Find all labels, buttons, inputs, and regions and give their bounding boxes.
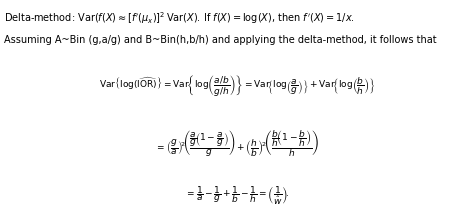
Text: $= \left(\dfrac{g}{a}\right)^{\!2}\!\left(\dfrac{\dfrac{a}{g}\!\left(1-\dfrac{a}: $= \left(\dfrac{g}{a}\right)^{\!2}\!\lef… bbox=[155, 128, 319, 159]
Text: $= \dfrac{1}{a} - \dfrac{1}{g} + \dfrac{1}{b} - \dfrac{1}{h} = \left(\dfrac{1}{\: $= \dfrac{1}{a} - \dfrac{1}{g} + \dfrac{… bbox=[185, 185, 289, 208]
Text: Delta-method: $\mathrm{Var}(f(X) \approx [f'(\mu_x)]^2\,\mathrm{Var}(X)$. If $f(: Delta-method: $\mathrm{Var}(f(X) \approx… bbox=[4, 10, 355, 26]
Text: $\mathrm{Var}\left\{\log(\widehat{\mathrm{IOR}})\right\} = \mathrm{Var}\!\left\{: $\mathrm{Var}\left\{\log(\widehat{\mathr… bbox=[99, 73, 375, 98]
Text: Assuming A~Bin (g,a/g) and B~Bin(h,b/h) and applying the delta-method, it follow: Assuming A~Bin (g,a/g) and B~Bin(h,b/h) … bbox=[4, 35, 437, 45]
